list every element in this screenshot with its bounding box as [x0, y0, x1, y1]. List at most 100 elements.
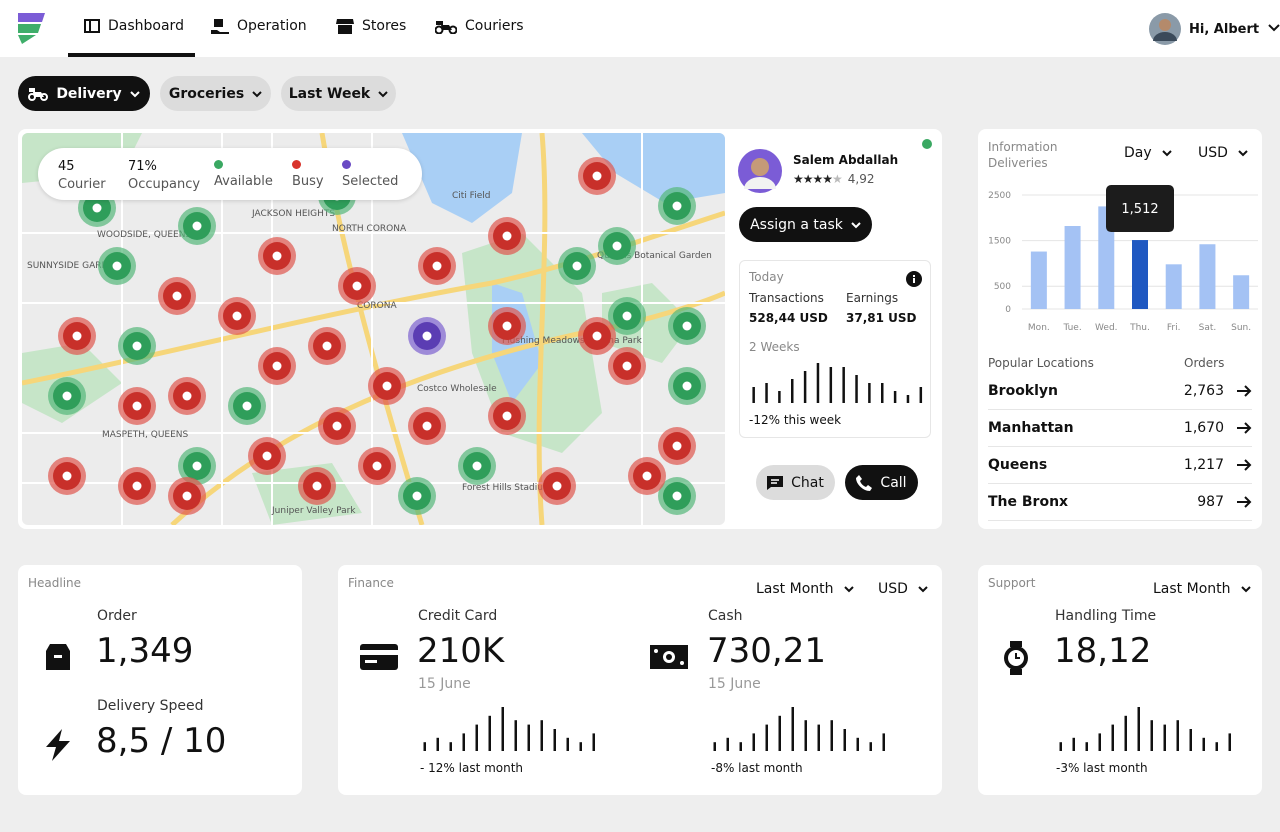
- y-tick-label: 1500: [988, 237, 1011, 247]
- bar: [1098, 206, 1115, 309]
- courier-pin[interactable]: [488, 217, 526, 255]
- courier-pin[interactable]: [558, 247, 596, 285]
- courier-pin[interactable]: [118, 327, 156, 365]
- sparkline: [423, 707, 595, 751]
- courier-pin[interactable]: [118, 467, 156, 505]
- spark-bar: [1137, 707, 1140, 751]
- courier-pin[interactable]: [658, 477, 696, 515]
- map-label: NORTH CORONA: [332, 224, 407, 234]
- courier-pin[interactable]: [608, 347, 646, 385]
- courier-pin[interactable]: [628, 457, 666, 495]
- location-row[interactable]: Brooklyn 2,763: [988, 373, 1252, 410]
- location-row[interactable]: The Bronx 987: [988, 484, 1252, 521]
- dropdown-label: USD: [1198, 145, 1228, 161]
- courier-pin[interactable]: [668, 307, 706, 345]
- currency-dropdown[interactable]: USD: [878, 581, 928, 597]
- courier-pin[interactable]: [658, 187, 696, 225]
- spark-bar: [752, 733, 755, 751]
- pin-center: [312, 481, 322, 491]
- courier-pin[interactable]: [48, 377, 86, 415]
- spark-bar: [726, 737, 729, 751]
- courier-pin[interactable]: [228, 387, 266, 425]
- spark-bar: [830, 720, 833, 751]
- courier-pin[interactable]: [298, 467, 336, 505]
- courier-pin[interactable]: [578, 317, 616, 355]
- currency-dropdown[interactable]: USD: [1198, 145, 1248, 161]
- assign-task-button[interactable]: Assign a task: [739, 207, 872, 242]
- pin-center: [552, 481, 562, 491]
- courier-pin[interactable]: [258, 237, 296, 275]
- spark-bar: [592, 733, 595, 751]
- sparkline: [752, 363, 923, 403]
- courier-pin[interactable]: [418, 247, 456, 285]
- courier-pin[interactable]: [608, 297, 646, 335]
- courier-pin[interactable]: [578, 157, 616, 195]
- courier-pin[interactable]: [358, 447, 396, 485]
- pin-center: [262, 451, 272, 461]
- courier-pin[interactable]: [178, 447, 216, 485]
- period-dropdown[interactable]: Last Month: [1153, 581, 1251, 597]
- courier-pin[interactable]: [178, 207, 216, 245]
- courier-pin[interactable]: [488, 307, 526, 345]
- courier-pin[interactable]: [338, 267, 376, 305]
- courier-pin[interactable]: [398, 477, 436, 515]
- legend-label: Selected: [342, 174, 399, 189]
- location-row[interactable]: Manhattan 1,670: [988, 410, 1252, 447]
- courier-pin[interactable]: [48, 457, 86, 495]
- courier-pin[interactable]: [368, 367, 406, 405]
- spark-bar: [856, 737, 859, 751]
- courier-pin[interactable]: [218, 297, 256, 335]
- location-row[interactable]: Queens 1,217: [988, 447, 1252, 484]
- filter-groceries[interactable]: Groceries: [160, 76, 271, 111]
- courier-pin[interactable]: [538, 467, 576, 505]
- courier-pin[interactable]: [168, 477, 206, 515]
- pin-center: [432, 261, 442, 271]
- speed-icon: [46, 729, 70, 761]
- stat-label: Courier: [58, 177, 106, 192]
- chat-button[interactable]: Chat: [756, 465, 835, 500]
- courier-pin[interactable]: [658, 427, 696, 465]
- user-menu[interactable]: Hi, Albert: [1189, 22, 1280, 37]
- courier-pin[interactable]: [308, 327, 346, 365]
- location-orders: 1,670: [1183, 420, 1224, 436]
- spark-bar: [579, 742, 582, 751]
- courier-pin[interactable]: [248, 437, 286, 475]
- y-tick-label: 0: [1005, 305, 1011, 315]
- courier-pin[interactable]: [118, 387, 156, 425]
- metric-date: 15 June: [708, 676, 761, 692]
- user-avatar[interactable]: [1149, 13, 1181, 45]
- courier-pin[interactable]: [158, 277, 196, 315]
- nav-stores[interactable]: Stores: [336, 18, 406, 34]
- metric-label: Handling Time: [1055, 608, 1157, 624]
- location-orders: 987: [1197, 494, 1224, 510]
- nav-operation[interactable]: Operation: [211, 18, 307, 34]
- courier-pin[interactable]: [458, 447, 496, 485]
- courier-pin[interactable]: [168, 377, 206, 415]
- nav-dashboard[interactable]: Dashboard: [84, 18, 184, 34]
- top-nav: Dashboard Operation Stores Couriers Hi, …: [0, 0, 1280, 57]
- pin-center: [672, 491, 682, 501]
- filter-delivery[interactable]: Delivery: [18, 76, 150, 111]
- legend-label: Busy: [292, 174, 324, 189]
- spark-bar: [553, 729, 556, 751]
- period-dropdown[interactable]: Last Month: [756, 581, 854, 597]
- courier-pin[interactable]: [598, 227, 636, 265]
- courier-pin[interactable]: [488, 397, 526, 435]
- courier-pin[interactable]: [668, 367, 706, 405]
- call-button[interactable]: Call: [845, 465, 918, 500]
- info-icon[interactable]: [906, 271, 922, 287]
- legend-busy: Busy: [292, 158, 324, 191]
- courier-pin[interactable]: [408, 317, 446, 355]
- filter-period[interactable]: Last Week: [281, 76, 396, 111]
- arrow: [1237, 385, 1252, 397]
- spark-bar: [501, 707, 504, 751]
- map-label: Citi Field: [452, 191, 490, 201]
- courier-pin[interactable]: [408, 407, 446, 445]
- nav-couriers[interactable]: Couriers: [435, 18, 524, 34]
- courier-pin[interactable]: [318, 407, 356, 445]
- courier-pin[interactable]: [258, 347, 296, 385]
- courier-pin[interactable]: [98, 247, 136, 285]
- user-name: Hi, Albert: [1189, 22, 1260, 37]
- courier-pin[interactable]: [58, 317, 96, 355]
- period-dropdown[interactable]: Day: [1124, 145, 1172, 161]
